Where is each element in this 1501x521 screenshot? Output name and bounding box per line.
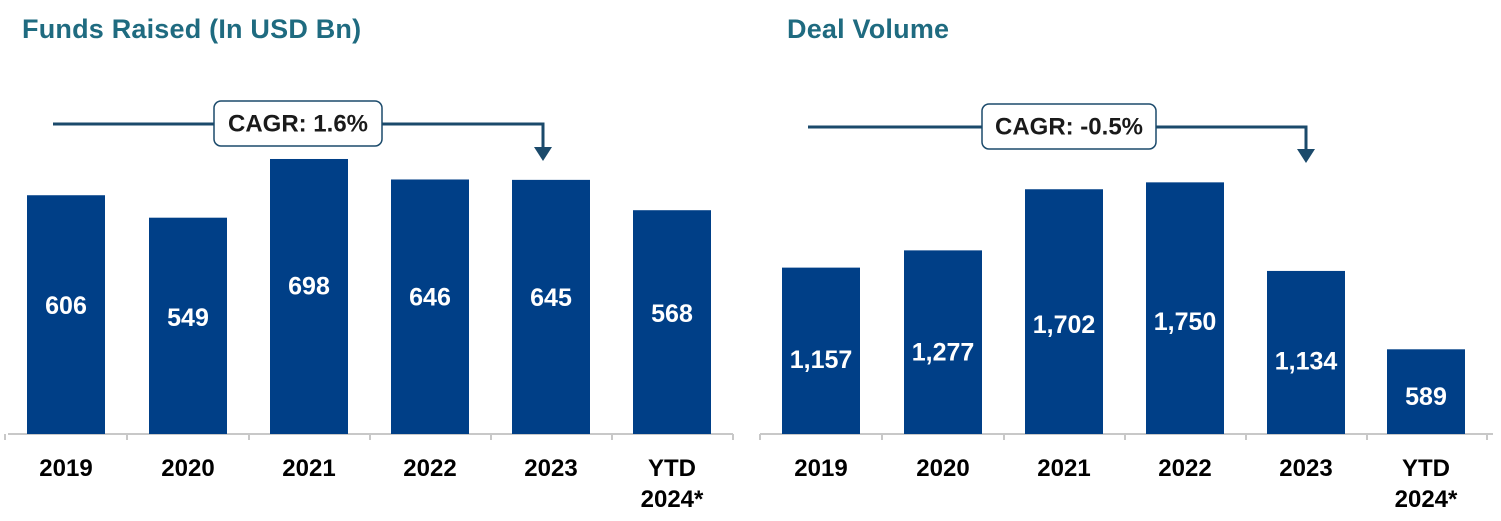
x-tick-label: YTD 2024* [641, 455, 704, 513]
cagr-annotation: CAGR: -0.5% [808, 103, 1315, 163]
bar [1146, 182, 1224, 434]
cagr-box [213, 100, 383, 147]
data-label: 568 [651, 300, 693, 328]
bar [149, 217, 227, 434]
bar [512, 179, 590, 434]
bar [1025, 189, 1103, 434]
x-tick-label: 2021 [1037, 455, 1090, 482]
arrow-down-icon [534, 147, 552, 161]
data-label: 1,277 [912, 338, 975, 366]
data-label: 589 [1405, 383, 1447, 411]
x-tick-label: 2023 [524, 455, 577, 482]
funds-raised-chart: 606 549 698 646 645 568 2019 2020 2021 2022 2023 YT… [4, 100, 734, 513]
data-label: 1,702 [1033, 311, 1096, 339]
bar [27, 195, 105, 434]
bar [1387, 349, 1465, 434]
data-label: 698 [288, 272, 330, 300]
x-tick-label: 2021 [282, 455, 335, 482]
data-label: 1,134 [1275, 348, 1338, 376]
data-label: 549 [167, 304, 209, 332]
data-label: 646 [409, 284, 451, 312]
x-tick-label: 2019 [794, 455, 847, 482]
data-label: 606 [45, 292, 87, 320]
bar [782, 267, 860, 434]
chart-title-deal-volume: Deal Volume [787, 14, 950, 44]
bar [1267, 270, 1345, 434]
cagr-annotation: CAGR: 1.6% [53, 100, 552, 161]
x-tick-label: 2022 [1158, 455, 1211, 482]
bar [270, 158, 348, 434]
x-tick-label: 2022 [403, 455, 456, 482]
x-tick-label: 2020 [916, 455, 969, 482]
bar [391, 179, 469, 434]
chart-title-funds-raised: Funds Raised (In USD Bn) [22, 14, 362, 44]
arrow-down-icon [1297, 149, 1315, 163]
x-tick-label: 2023 [1279, 455, 1332, 482]
data-label: 1,157 [790, 346, 853, 374]
bar [633, 210, 711, 434]
x-tick-label: 2020 [161, 455, 214, 482]
x-tick-label: YTD 2024* [1395, 455, 1458, 513]
x-tick-label: 2019 [39, 455, 92, 482]
data-label: 1,750 [1154, 308, 1217, 336]
data-label: 645 [530, 284, 572, 312]
cagr-box [981, 103, 1157, 150]
bar [904, 250, 982, 434]
deal-volume-chart: 1,157 1,277 1,702 1,750 1,134 589 2019 2020 2021… [759, 103, 1493, 513]
cagr-label: CAGR: 1.6% [228, 111, 368, 138]
cagr-label: CAGR: -0.5% [995, 114, 1143, 141]
